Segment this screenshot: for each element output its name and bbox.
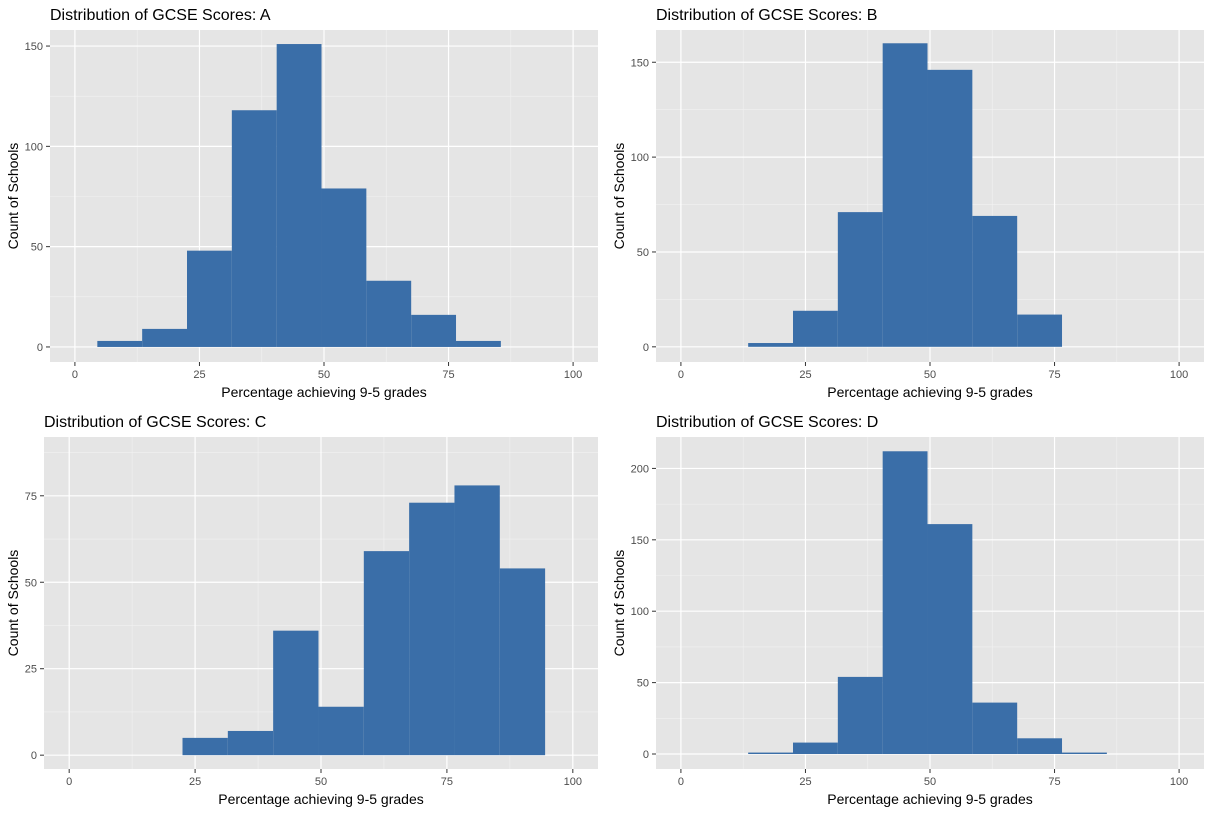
x-axis-title: Percentage achieving 9-5 grades [827,384,1032,400]
y-tick-label: 25 [25,664,37,676]
y-tick-label: 200 [631,463,649,475]
histogram-bar [182,737,228,756]
x-tick-label: 50 [318,369,330,381]
histogram-bar [972,702,1018,755]
y-tick-label: 50 [25,577,37,589]
y-tick-label: 0 [31,750,37,762]
x-tick-label: 25 [193,369,205,381]
histogram-bar [972,215,1018,347]
chart-title: Distribution of GCSE Scores: D [656,414,878,431]
y-tick-label: 0 [643,342,649,354]
y-axis-title: Count of Schools [611,550,627,657]
y-axis-title: Count of Schools [5,143,21,250]
histogram-bar [882,451,928,755]
chart-panel-2: 0 25 50 75 100 0 50 100 150 Distribution of GCSE … [611,7,1204,400]
histogram-bar [187,250,232,347]
x-tick-label: 100 [564,776,582,788]
histogram-bar [276,44,322,347]
y-tick-label: 100 [631,152,649,164]
chart-panel-3: 0 25 50 75 100 0 25 50 75 Distribution of GCSE Sc… [5,414,598,807]
y-tick-label: 150 [25,41,43,53]
x-tick-label: 50 [315,776,327,788]
histogram-bar [227,730,274,756]
histogram-bar [748,343,793,347]
y-tick-label: 50 [637,247,649,259]
histogram-bar [366,280,412,347]
chart-title: Distribution of GCSE Scores: B [656,7,877,24]
x-tick-label: 75 [442,369,454,381]
y-tick-label: 150 [631,535,649,547]
y-tick-label: 50 [637,678,649,690]
y-tick-label: 50 [31,242,43,254]
chart-panel-1: 0 25 50 75 100 0 50 100 150 Distribution of GCSE … [5,7,598,400]
x-tick-label: 0 [72,369,78,381]
y-axis-title: Count of Schools [5,550,21,657]
histogram-bar [1017,314,1063,347]
x-tick-label: 100 [564,369,582,381]
histogram-bar [793,310,838,347]
histogram-bar [97,340,143,347]
histogram-bar [837,212,883,347]
histogram-bar [363,551,410,756]
histogram-bar [499,568,546,756]
chart-title: Distribution of GCSE Scores: C [44,414,266,431]
x-tick-label: 50 [924,776,936,788]
x-tick-label: 25 [189,776,201,788]
chart-panel-4: 0 25 50 75 100 0 50 100 150 200 Distribution of GC… [611,414,1204,807]
histogram-bar [142,328,187,347]
histogram-bar [411,314,457,347]
y-tick-label: 150 [631,57,649,69]
histogram-bar [1017,738,1063,755]
histogram-bar [837,676,883,755]
x-tick-label: 25 [799,369,811,381]
histogram-bar [748,752,793,755]
x-tick-label: 0 [66,776,72,788]
x-tick-label: 75 [441,776,453,788]
y-tick-label: 100 [631,606,649,618]
x-axis-title: Percentage achieving 9-5 grades [221,384,426,400]
histogram-bar [321,188,367,347]
histogram-bar [273,630,319,756]
histogram-bar [927,524,973,755]
x-tick-label: 75 [1048,776,1060,788]
x-axis-title: Percentage achieving 9-5 grades [218,791,423,807]
y-tick-label: 75 [25,491,37,503]
x-tick-label: 50 [924,369,936,381]
y-axis-title: Count of Schools [611,143,627,250]
x-tick-label: 0 [678,776,684,788]
x-tick-label: 100 [1170,369,1188,381]
histogram-bar [456,340,501,347]
x-tick-label: 25 [799,776,811,788]
x-tick-label: 100 [1170,776,1188,788]
y-tick-label: 0 [643,749,649,761]
histogram-bar [927,69,973,347]
histogram-bar [793,742,838,755]
histogram-bar [318,706,364,756]
chart-title: Distribution of GCSE Scores: A [50,7,271,24]
histogram-bar [231,110,277,347]
y-tick-label: 100 [25,141,43,153]
x-tick-label: 0 [678,369,684,381]
x-tick-label: 75 [1048,369,1060,381]
y-tick-label: 0 [37,342,43,354]
histogram-bar [454,485,500,756]
x-axis-title: Percentage achieving 9-5 grades [827,791,1032,807]
histogram-bar [409,502,455,756]
histogram-bar [882,43,928,347]
histogram-bar [1062,752,1107,755]
